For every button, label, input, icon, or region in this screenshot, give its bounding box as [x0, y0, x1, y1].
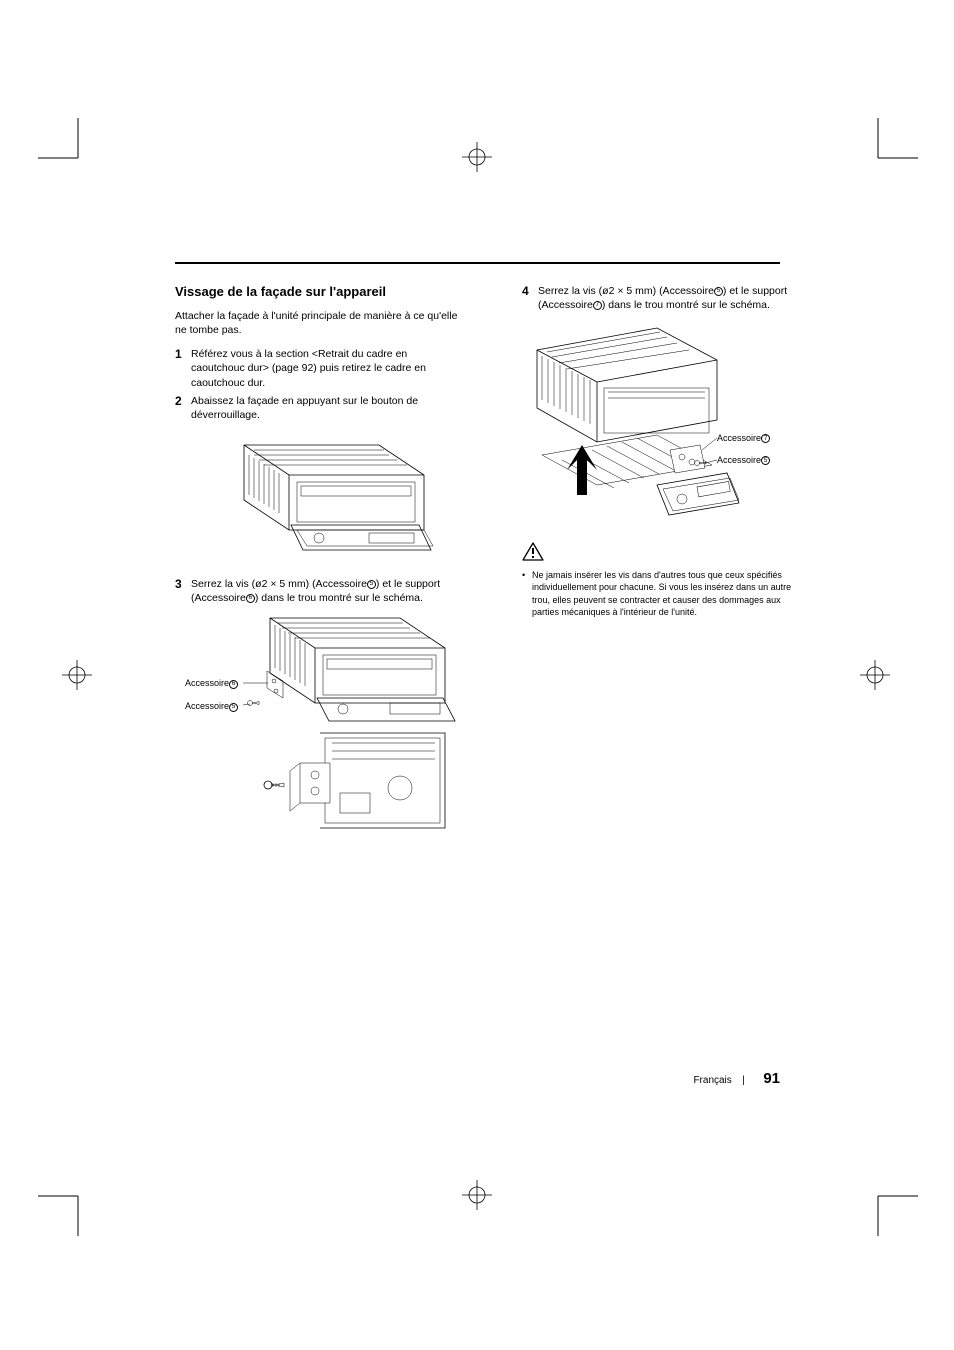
header-rule — [175, 262, 780, 264]
step-number: 1 — [175, 347, 185, 390]
step4-text-pre: Serrez la vis (ø2 × 5 mm) (Accessoire — [538, 285, 714, 297]
step4-text-post: ) dans le trou montré sur le schéma. — [602, 299, 770, 311]
footer-separator: | — [742, 1075, 745, 1086]
circled-6-icon: 6 — [246, 594, 255, 603]
circled-6-icon: 6 — [229, 680, 238, 689]
step3-text-pre: Serrez la vis (ø2 × 5 mm) (Accessoire — [191, 578, 367, 590]
page-footer: Français | 91 — [0, 1070, 780, 1088]
circled-5-icon: 5 — [229, 703, 238, 712]
accessory-5-label: Accessoire5 — [185, 701, 238, 711]
step-2: 2 Abaissez la façade en appuyant sur le … — [175, 394, 462, 422]
left-column: Vissage de la façade sur l'appareil Atta… — [175, 284, 462, 850]
circled-5-icon: 5 — [714, 287, 723, 296]
bullet-icon: • — [522, 569, 528, 618]
figure-step2 — [195, 430, 462, 565]
circled-7-icon: 7 — [761, 434, 770, 443]
step-3: 3 Serrez la vis (ø2 × 5 mm) (Accessoire5… — [175, 577, 462, 605]
warning-text: Ne jamais insérer les vis dans d'autres … — [532, 569, 809, 618]
step-text: Serrez la vis (ø2 × 5 mm) (Accessoire5 ) … — [538, 284, 809, 312]
step-number: 2 — [175, 394, 185, 422]
register-mark-top — [462, 142, 492, 172]
figure-step3: Accessoire6 Accessoire5 — [175, 613, 462, 838]
crop-mark-bottom-right — [858, 1176, 918, 1236]
content-columns: Vissage de la façade sur l'appareil Atta… — [175, 284, 780, 850]
intro-text: Attacher la façade à l'unité principale … — [175, 309, 462, 337]
accessory-5-label: Accessoire5 — [717, 455, 770, 465]
register-mark-bottom — [462, 1180, 492, 1210]
register-mark-right — [860, 660, 890, 690]
warning-note: • Ne jamais insérer les vis dans d'autre… — [522, 569, 809, 618]
crop-mark-bottom-left — [38, 1176, 98, 1236]
step-1: 1 Référez vous à la section <Retrait du … — [175, 347, 462, 390]
section-title: Vissage de la façade sur l'appareil — [175, 284, 462, 301]
warning-icon — [522, 542, 809, 567]
step-text: Abaissez la façade en appuyant sur le bo… — [191, 394, 462, 422]
page-number: 91 — [763, 1070, 780, 1087]
step-number: 4 — [522, 284, 532, 312]
circled-5-icon: 5 — [367, 580, 376, 589]
crop-mark-top-right — [858, 118, 918, 178]
circled-5-icon: 5 — [761, 456, 770, 465]
accessory-6-label: Accessoire6 — [185, 678, 238, 688]
right-column: 4 Serrez la vis (ø2 × 5 mm) (Accessoire5… — [522, 284, 809, 850]
step-4: 4 Serrez la vis (ø2 × 5 mm) (Accessoire5… — [522, 284, 809, 312]
crop-mark-top-left — [38, 118, 98, 178]
accessory-7-label: Accessoire7 — [717, 433, 770, 443]
step-text: Serrez la vis (ø2 × 5 mm) (Accessoire5 ) … — [191, 577, 462, 605]
figure-step4: Accessoire7 Accessoire5 — [522, 320, 809, 530]
step-number: 3 — [175, 577, 185, 605]
footer-language: Français — [693, 1075, 731, 1086]
register-mark-left — [62, 660, 92, 690]
step-text: Référez vous à la section <Retrait du ca… — [191, 347, 462, 390]
step3-text-post: ) dans le trou montré sur le schéma. — [255, 592, 423, 604]
circled-7-icon: 7 — [593, 301, 602, 310]
